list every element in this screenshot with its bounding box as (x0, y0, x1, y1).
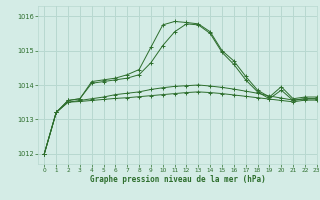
X-axis label: Graphe pression niveau de la mer (hPa): Graphe pression niveau de la mer (hPa) (90, 175, 266, 184)
